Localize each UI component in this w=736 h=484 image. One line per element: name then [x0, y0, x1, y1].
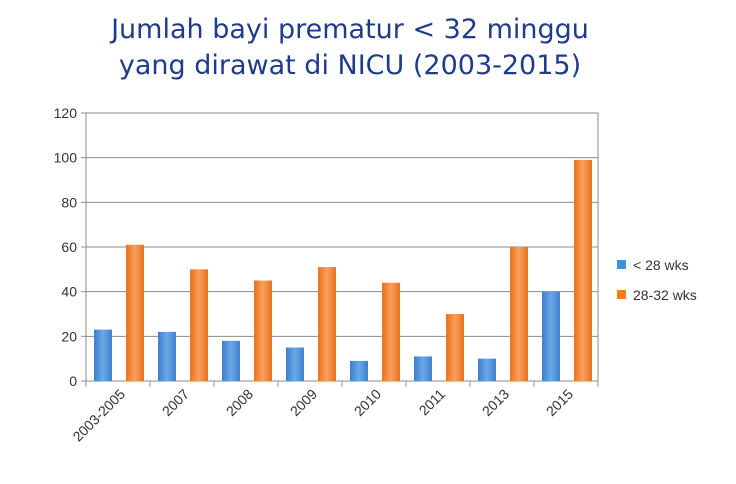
legend: < 28 wks 28-32 wks: [617, 257, 697, 303]
x-tick-label: 2009: [287, 386, 320, 419]
y-tick-label: 60: [61, 239, 77, 255]
y-tick-label: 80: [61, 194, 77, 210]
x-tick-label: 2008: [223, 386, 256, 419]
chart-title-line-1: Jumlah bayi prematur < 32 minggu: [111, 14, 589, 45]
y-tick-label: 20: [61, 328, 77, 344]
legend-label: 28-32 wks: [633, 287, 697, 303]
y-tick-label: 40: [61, 284, 77, 300]
y-tick-label: 0: [69, 373, 77, 389]
legend-swatch: [617, 260, 626, 269]
bar-under-28-wks-2007: [158, 331, 176, 381]
chart-title-line-2: yang dirawat di NICU (2003-2015): [118, 50, 582, 81]
x-tick-label: 2013: [479, 386, 512, 419]
bar-under-28-wks-2011: [414, 356, 432, 381]
chart-title: Jumlah bayi prematur < 32 minggu yang di…: [0, 12, 700, 84]
bar-28-32-wks-2010: [382, 282, 400, 381]
bar-28-32-wks-2007: [190, 269, 208, 381]
bar-28-32-wks-2009: [318, 267, 336, 381]
legend-swatch: [617, 290, 626, 299]
x-tick-label: 2007: [159, 386, 192, 419]
bar-under-28-wks-2010: [350, 360, 368, 381]
bar-28-32-wks-2015: [574, 159, 592, 381]
bar-under-28-wks-2009: [286, 347, 304, 381]
bars: [94, 159, 592, 381]
y-tick-label: 120: [54, 105, 78, 121]
bar-under-28-wks-2013: [478, 358, 496, 381]
bar-28-32-wks-2011: [446, 314, 464, 381]
x-tick-label: 2003-2005: [69, 386, 128, 445]
bar-28-32-wks-2003-2005: [126, 244, 144, 381]
x-tick-label: 2010: [351, 386, 384, 419]
y-tick-label: 100: [54, 150, 78, 166]
x-tick-label: 2015: [543, 386, 576, 419]
bar-under-28-wks-2015: [542, 291, 560, 381]
x-tick-label: 2011: [416, 386, 449, 419]
legend-label: < 28 wks: [633, 257, 689, 273]
bar-under-28-wks-2003-2005: [94, 329, 112, 381]
bar-under-28-wks-2008: [222, 340, 240, 381]
bar-28-32-wks-2013: [510, 247, 528, 381]
bar-28-32-wks-2008: [254, 280, 272, 381]
